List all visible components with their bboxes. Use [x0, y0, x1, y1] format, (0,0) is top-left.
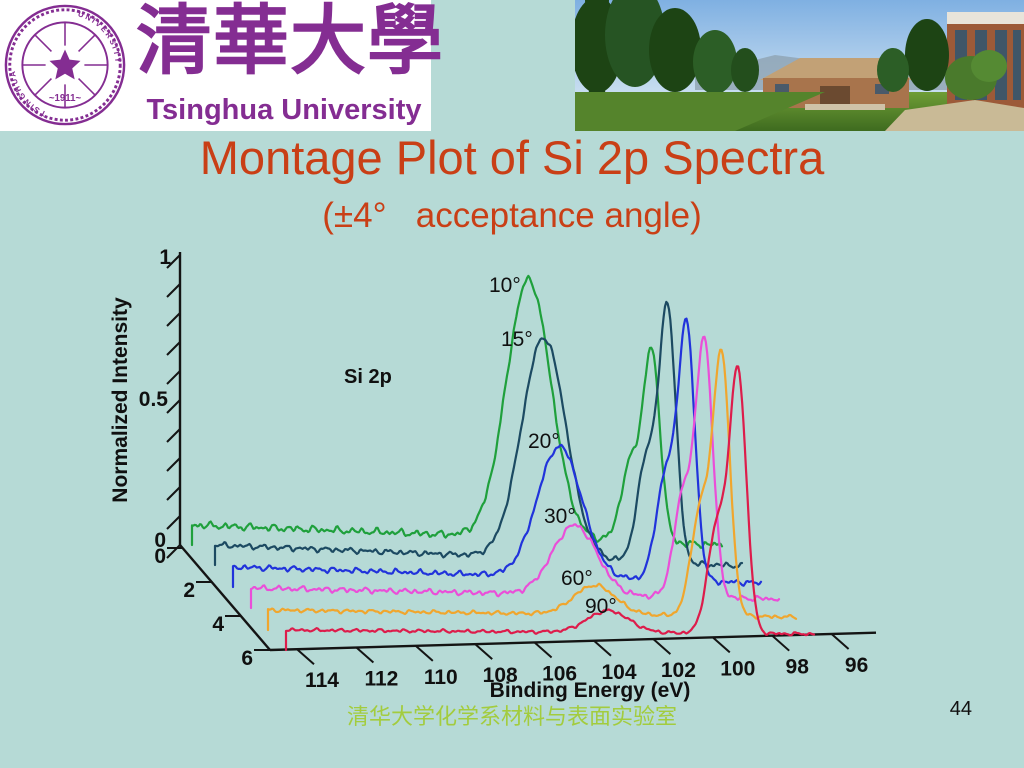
angle-label-15deg: 15°	[501, 328, 533, 351]
depth-tick-label: 4	[212, 613, 224, 636]
x-axis-tick	[415, 645, 434, 662]
y-axis-tick	[166, 544, 181, 559]
x-axis-tick	[712, 636, 731, 654]
photo-lawn-front	[575, 92, 825, 131]
x-tick-label: 100	[720, 657, 755, 680]
logo-university-name: Tsinghua University	[146, 94, 422, 126]
x-tick-label: 110	[424, 666, 458, 689]
angle-label-30deg: 30°	[544, 505, 576, 528]
chart-axes	[166, 252, 877, 665]
x-tick-label: 108	[483, 664, 518, 687]
x-tick-label: 102	[661, 659, 696, 682]
y-axis-tick	[166, 457, 181, 472]
x-axis-tick	[296, 648, 315, 665]
x-tick-label: 114	[305, 669, 339, 692]
x-axis-tick	[474, 643, 493, 660]
page-number: 44	[949, 698, 972, 720]
y-tick-label-0: 0	[154, 529, 166, 552]
photo-front-tree	[945, 50, 1007, 131]
x-axis-tick	[830, 633, 850, 650]
y-tick-label-1: 1	[159, 246, 171, 269]
y-axis-tick	[166, 370, 181, 385]
seal-year: ~1911~	[49, 93, 82, 104]
x-tick-label: 106	[542, 662, 577, 685]
angle-label-90deg: 90°	[585, 595, 617, 618]
si2p-annotation: Si 2p	[344, 366, 392, 388]
x-axis-tick	[652, 638, 672, 655]
x-axis-title: Binding Energy (eV)	[490, 679, 691, 702]
y-axis-tick	[166, 254, 181, 269]
seal-outer-ring	[4, 4, 126, 126]
spectrum-curve-20deg	[231, 317, 763, 589]
y-axis-tick	[166, 283, 181, 298]
x-axis-tick	[593, 640, 612, 657]
depth-tick-label: 6	[241, 647, 253, 670]
y-axis-tick	[166, 428, 181, 443]
page-subtitle: (±4° acceptance angle)	[322, 196, 702, 235]
seal-rope-ring	[8, 8, 122, 122]
page-title: Montage Plot of Si 2p Spectra	[199, 131, 825, 184]
spectrum-curve-10deg	[190, 274, 724, 549]
x-axis-tick	[533, 641, 553, 659]
angle-label-20deg: 20°	[528, 430, 560, 453]
seal-star-icon	[49, 49, 81, 80]
campus-photo	[575, 0, 1024, 131]
depth-axis-line	[179, 544, 271, 651]
spectrum-curve-60deg	[266, 348, 798, 632]
x-tick-label: 112	[364, 668, 398, 691]
y-axis-title: Normalized Intensity	[109, 297, 132, 503]
spectrum-curve-30deg	[249, 335, 781, 610]
footer-lab-name: 清华大学化学系材料与表面实验室	[346, 704, 677, 729]
y-axis-tick	[166, 399, 181, 414]
y-tick-label-05: 0.5	[139, 388, 169, 411]
x-tick-label: 98	[786, 656, 810, 679]
seal-spokes	[22, 22, 108, 108]
spectrum-curve-15deg	[213, 300, 744, 569]
y-axis-tick	[166, 486, 181, 501]
x-tick-label: 96	[845, 654, 868, 677]
university-logo-panel: TSINGHUA UNIVERSITY ~1911~ 清華大學 Tsinghua…	[0, 0, 444, 131]
x-axis-line	[269, 631, 877, 652]
angle-label-10deg: 10°	[489, 274, 521, 297]
photo-path	[885, 100, 1024, 131]
logo-chinese-calligraphy: 清華大學	[136, 0, 444, 85]
tsinghua-seal: TSINGHUA UNIVERSITY ~1911~	[4, 4, 126, 126]
x-axis-tick	[771, 634, 790, 652]
y-axis-tick	[166, 341, 181, 356]
spectrum-curve-90deg	[284, 365, 816, 652]
chart-curves	[190, 274, 816, 652]
depth-tick-label: 2	[183, 579, 195, 602]
angle-label-60deg: 60°	[561, 567, 593, 590]
depth-tick-label: 0	[154, 545, 166, 568]
x-tick-label: 104	[601, 661, 636, 684]
y-axis-tick	[166, 312, 181, 327]
y-axis-tick	[166, 515, 181, 530]
photo-trees	[575, 0, 949, 95]
x-axis-tick	[355, 646, 375, 664]
